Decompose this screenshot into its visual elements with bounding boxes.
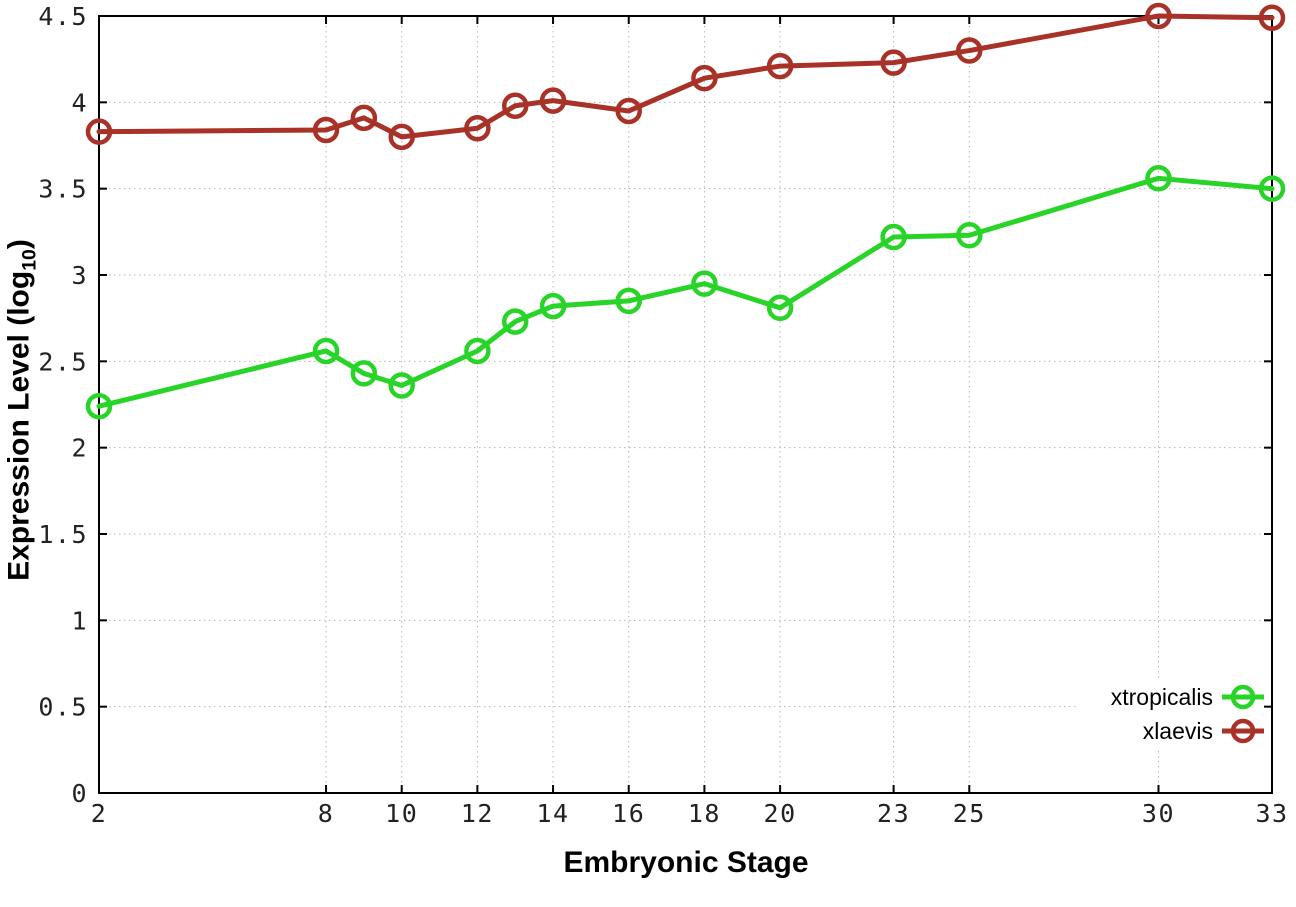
- data-point-marker-xtropicalis: [1258, 175, 1286, 202]
- x-tick-label: 8: [318, 799, 335, 828]
- data-point-marker-xlaevis: [1258, 4, 1286, 31]
- y-tick-label: 4: [71, 88, 88, 117]
- x-tick-label: 14: [537, 799, 570, 828]
- y-axis-title-text: Expression Level (log: [2, 270, 36, 581]
- data-point-marker-xlaevis: [956, 37, 983, 64]
- legend: xtropicalis xlaevis: [1076, 680, 1264, 748]
- y-tick-label: 2.5: [38, 347, 88, 376]
- data-point-marker-xtropicalis: [539, 292, 567, 320]
- data-point-marker-xtropicalis: [388, 372, 415, 399]
- data-point-marker-xlaevis: [388, 123, 415, 151]
- x-tick-label: 33: [1255, 799, 1288, 828]
- x-tick-label: 23: [877, 799, 910, 828]
- data-point-marker-xlaevis: [350, 104, 378, 132]
- data-point-marker-xlaevis: [766, 52, 794, 80]
- y-tick-label: 3: [71, 261, 88, 290]
- data-point-marker-xlaevis: [615, 97, 642, 125]
- x-tick-label: 16: [612, 799, 645, 828]
- series-line-xtropicalis: [96, 175, 1275, 409]
- data-point-marker-xtropicalis: [880, 223, 907, 251]
- x-tick-label: 18: [688, 799, 721, 828]
- data-point-marker-xlaevis: [1145, 2, 1172, 30]
- legend-item-xtropicalis: xtropicalis: [1076, 680, 1264, 714]
- data-point-marker-xlaevis: [464, 114, 491, 142]
- y-axis-title-subscript: 10: [18, 249, 41, 271]
- y-tick-label: 4.5: [38, 2, 88, 31]
- y-axis-title: Expression Level (log10): [3, 239, 42, 581]
- data-point-marker-xtropicalis: [1145, 165, 1172, 192]
- data-point-marker-xlaevis: [539, 87, 567, 114]
- x-tick-label: 12: [461, 799, 494, 828]
- y-tick-label: 1: [71, 606, 88, 635]
- legend-marker-sample-xlaevis: [1230, 718, 1256, 744]
- legend-swatch-xtropicalis: [1222, 684, 1264, 710]
- legend-marker-sample-xtropicalis: [1230, 684, 1256, 710]
- data-point-marker-xlaevis: [85, 118, 113, 145]
- data-point-marker-xtropicalis: [464, 337, 491, 365]
- data-point-marker-xlaevis: [880, 49, 907, 76]
- data-point-marker-xtropicalis: [85, 392, 113, 420]
- data-point-marker-xtropicalis: [766, 294, 794, 322]
- data-point-marker-xtropicalis: [691, 270, 718, 297]
- legend-item-xlaevis: xlaevis: [1076, 714, 1264, 748]
- legend-label-xlaevis: xlaevis: [1142, 717, 1213, 744]
- series-line-xlaevis: [96, 13, 1275, 140]
- x-tick-label: 25: [953, 799, 986, 828]
- x-tick-label: 10: [385, 799, 418, 828]
- legend-swatch-xlaevis: [1222, 718, 1264, 744]
- data-point-marker-xtropicalis: [615, 287, 642, 315]
- y-tick-label: 3.5: [38, 175, 88, 204]
- x-tick-label: 20: [764, 799, 797, 828]
- data-point-marker-xlaevis: [691, 64, 718, 92]
- y-tick-label: 0: [71, 779, 88, 808]
- data-point-marker-xtropicalis: [501, 308, 529, 335]
- x-tick-label: 30: [1142, 799, 1175, 828]
- y-tick-label: 1.5: [38, 520, 88, 549]
- legend-label-xtropicalis: xtropicalis: [1110, 683, 1213, 710]
- data-point-marker-xlaevis: [312, 116, 340, 144]
- x-axis-title: Embryonic Stage: [563, 846, 809, 879]
- y-axis-title-suffix: ): [2, 239, 36, 250]
- y-tick-label: 0.5: [38, 693, 88, 722]
- data-point-marker-xlaevis: [501, 92, 529, 120]
- y-tick-label: 2: [71, 434, 88, 463]
- data-point-marker-xtropicalis: [350, 360, 378, 387]
- data-point-marker-xtropicalis: [956, 222, 983, 249]
- data-point-marker-xtropicalis: [312, 337, 340, 365]
- x-tick-label: 2: [91, 799, 108, 828]
